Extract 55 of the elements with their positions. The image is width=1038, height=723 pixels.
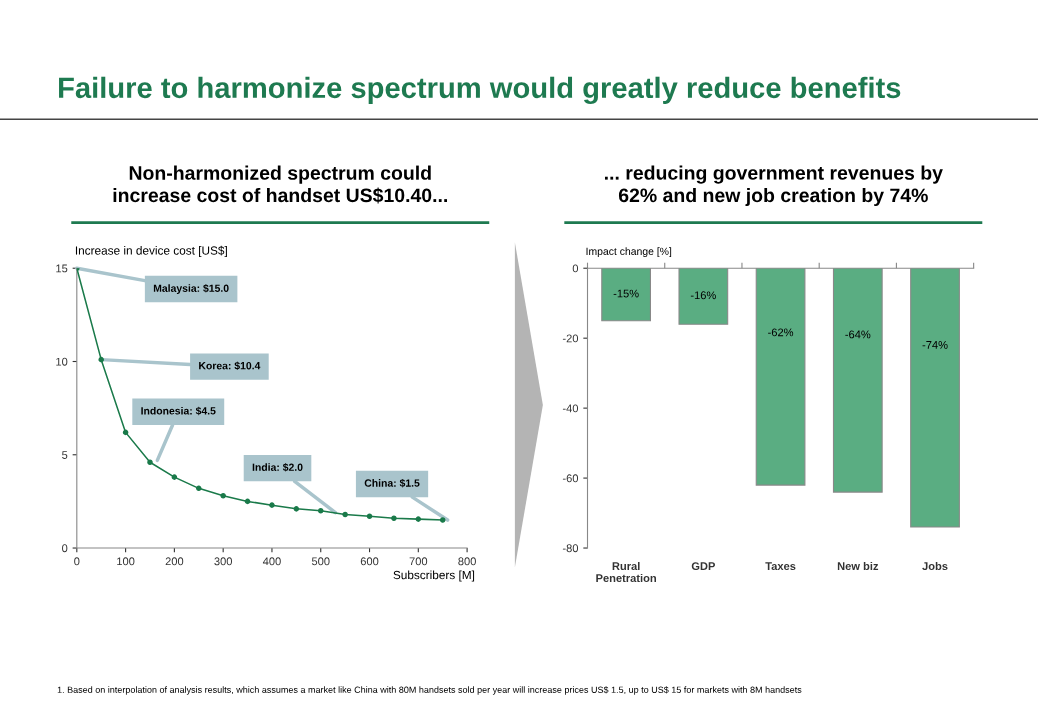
point — [171, 474, 178, 480]
y-tick-label: 0 — [62, 544, 68, 553]
y-tick-label: 15 — [56, 264, 68, 273]
data-label: -16% — [690, 291, 716, 300]
x-tick-label: Jobs — [922, 561, 948, 571]
data-label: -15% — [613, 289, 639, 298]
annotation: China: $1.5 — [364, 478, 420, 488]
x-tick-label: GDP — [691, 562, 716, 571]
chart-title: ... reducing government revenues by 62% and new job creation by 74% — [605, 165, 943, 207]
point — [147, 459, 153, 466]
y-tick-label: 5 — [62, 451, 68, 459]
annotation: Indonesia: $4.5 — [141, 406, 216, 416]
point — [98, 356, 104, 363]
point — [342, 511, 348, 518]
y-axis-title: Increase in device cost [US$] — [75, 245, 227, 258]
x-tick-label: 0 — [74, 557, 80, 566]
data-label: -64% — [845, 330, 871, 339]
data-label: -74% — [922, 341, 948, 349]
y-tick-label: -40 — [562, 404, 579, 413]
point — [269, 502, 275, 508]
text: Failure to harmonize spectrum would greatly reduce benefits — [59, 76, 901, 105]
point — [220, 493, 226, 499]
x-tick-label: 300 — [214, 557, 233, 566]
x-tick-label: 700 — [409, 557, 428, 566]
x-tick-label: 400 — [262, 557, 281, 566]
annotation: India: $2.0 — [252, 463, 303, 472]
point — [122, 429, 129, 436]
point — [293, 506, 300, 512]
x-tick-label: New biz — [837, 561, 879, 571]
y-tick-label: -60 — [562, 474, 579, 483]
annotation: Malaysia: $15.0 — [153, 284, 229, 295]
point — [195, 485, 202, 492]
y-tick-label: -80 — [562, 544, 579, 553]
point — [317, 507, 324, 514]
x-tick-label: Rural Penetration — [596, 561, 656, 583]
y-tick-label: -20 — [562, 334, 579, 343]
x-axis-title: Subscribers [M] — [393, 570, 475, 582]
y-tick-label: 0 — [572, 264, 579, 273]
x-tick-label: 200 — [165, 557, 184, 566]
x-tick-label: 600 — [360, 557, 379, 566]
chart-title: Non-harmonized spectrum could increase cost of handset US$10.40... — [113, 165, 447, 204]
point — [439, 517, 446, 523]
y-tick-label: 10 — [56, 357, 68, 366]
point — [415, 516, 422, 522]
annotation: Korea: $10.4 — [199, 361, 261, 371]
point — [244, 498, 251, 505]
text: 1. Based on interpolation of analysis results, which assumes a market like China with 80M handsets sold per year will increase prices US$ 1.5, up to US$ 15 for markets with 8M handsets — [57, 686, 802, 695]
point — [391, 515, 397, 521]
data-label: -62% — [768, 328, 794, 337]
x-tick-label: Taxes — [765, 562, 796, 571]
x-tick-label: 500 — [311, 557, 330, 566]
x-tick-label: 800 — [458, 557, 476, 566]
y-axis-title: Impact change [%] — [586, 247, 672, 258]
point — [366, 513, 373, 520]
x-tick-label: 100 — [117, 557, 135, 566]
